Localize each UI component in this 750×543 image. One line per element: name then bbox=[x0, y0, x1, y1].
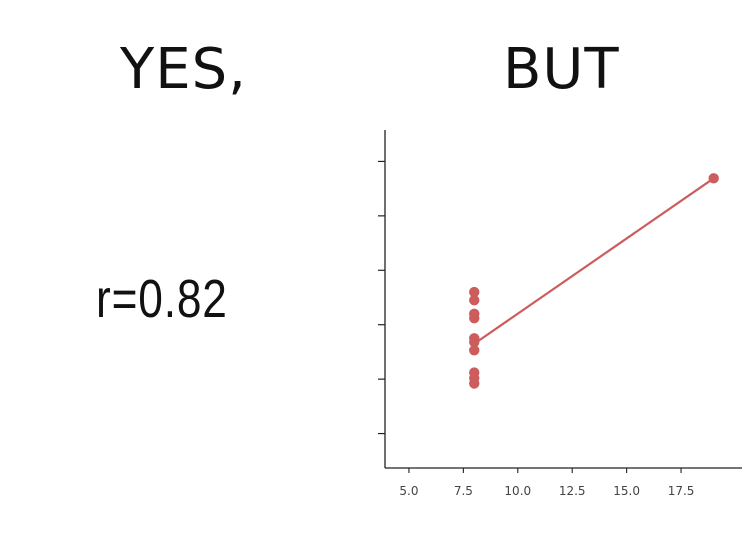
x-tick-label-0: 5.0 bbox=[399, 484, 418, 498]
data-point-0 bbox=[469, 286, 480, 298]
yes-heading: YES, bbox=[120, 37, 247, 102]
data-point-6 bbox=[469, 345, 480, 356]
x-tick-label-1: 7.5 bbox=[454, 484, 473, 498]
data-point-9 bbox=[469, 378, 480, 389]
x-tick-label-5: 17.5 bbox=[668, 484, 695, 498]
data-point-1 bbox=[469, 295, 480, 306]
correlation-value: r=0.82 bbox=[96, 269, 228, 329]
but-heading: BUT bbox=[503, 37, 620, 102]
x-tick-label-2: 10.0 bbox=[504, 484, 531, 498]
x-tick-label-4: 15.0 bbox=[613, 484, 640, 498]
regression-line bbox=[473, 177, 715, 345]
data-point-5 bbox=[469, 336, 480, 348]
data-point-10 bbox=[708, 173, 719, 184]
x-tick-label-3: 12.5 bbox=[559, 484, 586, 498]
data-point-3 bbox=[469, 312, 480, 324]
